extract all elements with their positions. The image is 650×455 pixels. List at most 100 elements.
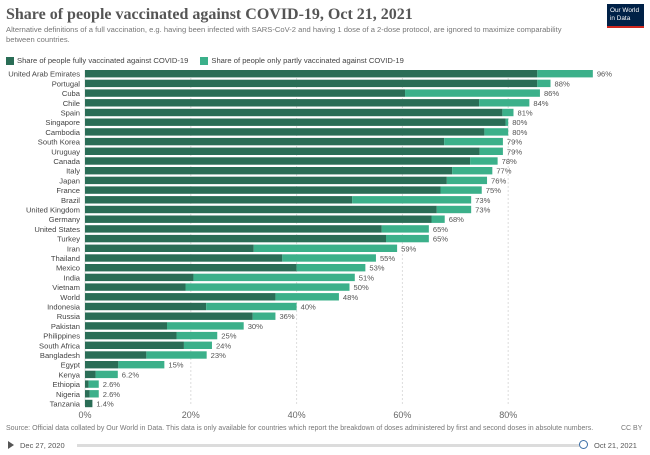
bar-fully-vaccinated[interactable] <box>85 137 445 146</box>
bar-partly-vaccinated[interactable] <box>166 322 244 330</box>
x-tick-label: 0% <box>78 410 91 420</box>
total-value-label: 15% <box>168 361 183 370</box>
bar-partly-vaccinated[interactable] <box>275 293 339 301</box>
total-value-label: 1.4% <box>96 400 114 409</box>
bar-fully-vaccinated[interactable] <box>85 79 538 88</box>
bar-partly-vaccinated[interactable] <box>193 273 355 282</box>
bar-partly-vaccinated[interactable] <box>95 370 118 379</box>
bar-partly-vaccinated[interactable] <box>440 186 482 194</box>
bar-partly-vaccinated[interactable] <box>185 283 350 291</box>
bar-fully-vaccinated[interactable] <box>85 380 89 388</box>
bar-fully-vaccinated[interactable] <box>85 254 283 262</box>
bar-fully-vaccinated[interactable] <box>85 99 480 107</box>
bar-partly-vaccinated[interactable] <box>176 331 218 340</box>
bar-partly-vaccinated[interactable] <box>206 302 297 311</box>
bar-partly-vaccinated[interactable] <box>505 118 509 126</box>
bar-fully-vaccinated[interactable] <box>85 312 253 320</box>
bar-fully-vaccinated[interactable] <box>85 225 382 233</box>
bar-fully-vaccinated[interactable] <box>85 264 297 272</box>
bar-fully-vaccinated[interactable] <box>85 157 471 165</box>
play-icon[interactable] <box>8 441 14 449</box>
bar-partly-vaccinated[interactable] <box>405 89 540 97</box>
bar-fully-vaccinated[interactable] <box>85 370 96 379</box>
bar-fully-vaccinated[interactable] <box>85 351 147 359</box>
total-value-label: 88% <box>555 79 570 88</box>
bar-fully-vaccinated[interactable] <box>85 399 93 408</box>
bar-fully-vaccinated[interactable] <box>85 147 480 155</box>
legend-item-full[interactable]: Share of people fully vaccinated against… <box>6 56 188 65</box>
license-link[interactable]: CC BY <box>621 425 643 432</box>
bar-fully-vaccinated[interactable] <box>85 70 538 78</box>
bar-partly-vaccinated[interactable] <box>88 380 99 388</box>
bar-fully-vaccinated[interactable] <box>85 215 432 223</box>
total-value-label: 6.2% <box>122 370 140 379</box>
total-value-label: 73% <box>475 196 490 205</box>
bar-partly-vaccinated[interactable] <box>296 264 366 272</box>
bar-partly-vaccinated[interactable] <box>282 254 376 262</box>
bar-fully-vaccinated[interactable] <box>85 293 276 301</box>
bar-partly-vaccinated[interactable] <box>502 108 514 117</box>
bar-fully-vaccinated[interactable] <box>85 186 441 194</box>
bar-partly-vaccinated[interactable] <box>431 215 445 223</box>
total-value-label: 96% <box>597 70 612 79</box>
bar-fully-vaccinated[interactable] <box>85 176 447 185</box>
bar-fully-vaccinated[interactable] <box>85 302 207 311</box>
timeline-handle[interactable] <box>579 440 588 449</box>
bar-fully-vaccinated[interactable] <box>85 273 194 282</box>
bar-partly-vaccinated[interactable] <box>446 176 488 185</box>
chart-subtitle: Alternative definitions of a full vaccin… <box>6 25 562 44</box>
bar-partly-vaccinated[interactable] <box>484 128 509 136</box>
country-label: Canada <box>53 157 80 166</box>
chart-legend: Share of people fully vaccinated against… <box>6 56 404 65</box>
bar-fully-vaccinated[interactable] <box>85 196 353 204</box>
bar-fully-vaccinated[interactable] <box>85 283 186 291</box>
bar-partly-vaccinated[interactable] <box>537 70 593 78</box>
bar-fully-vaccinated[interactable] <box>85 167 453 175</box>
bar-fully-vaccinated[interactable] <box>85 118 506 126</box>
country-label: Philippines <box>43 332 80 341</box>
bar-fully-vaccinated[interactable] <box>85 128 485 136</box>
total-value-label: 75% <box>486 186 501 195</box>
bar-fully-vaccinated[interactable] <box>85 361 119 369</box>
bar-fully-vaccinated[interactable] <box>85 234 387 243</box>
bar-fully-vaccinated[interactable] <box>85 331 177 340</box>
bar-partly-vaccinated[interactable] <box>479 99 530 107</box>
bar-fully-vaccinated[interactable] <box>85 341 184 349</box>
bar-partly-vaccinated[interactable] <box>89 390 99 398</box>
bar-partly-vaccinated[interactable] <box>436 205 472 214</box>
total-value-label: 24% <box>216 341 231 350</box>
bar-fully-vaccinated[interactable] <box>85 322 167 330</box>
bar-partly-vaccinated[interactable] <box>386 234 429 243</box>
logo-line-2: in Data <box>610 14 631 22</box>
country-label: United Kingdom <box>26 206 80 215</box>
bar-fully-vaccinated[interactable] <box>85 205 437 214</box>
bar-fully-vaccinated[interactable] <box>85 89 406 97</box>
source-note: Source: Official data collated by Our Wo… <box>6 425 594 432</box>
timeline-start-date: Dec 27, 2020 <box>20 441 65 450</box>
bar-partly-vaccinated[interactable] <box>118 361 165 369</box>
bar-partly-vaccinated[interactable] <box>146 351 207 359</box>
bar-partly-vaccinated[interactable] <box>183 341 212 349</box>
country-label: Italy <box>66 167 80 176</box>
bar-partly-vaccinated[interactable] <box>444 137 503 146</box>
bar-partly-vaccinated[interactable] <box>252 312 276 320</box>
timeline-track[interactable] <box>77 444 584 447</box>
bar-fully-vaccinated[interactable] <box>85 244 254 252</box>
bar-partly-vaccinated[interactable] <box>381 225 429 233</box>
legend-item-partial[interactable]: Share of people only partly vaccinated a… <box>200 56 404 65</box>
country-label: Kenya <box>58 370 80 379</box>
owid-logo[interactable]: Our World in Data <box>607 4 644 28</box>
bar-fully-vaccinated[interactable] <box>85 390 90 398</box>
bar-partly-vaccinated[interactable] <box>352 196 472 204</box>
total-value-label: 79% <box>507 138 522 147</box>
bar-partly-vaccinated[interactable] <box>452 167 493 175</box>
bar-partly-vaccinated[interactable] <box>470 157 498 165</box>
bar-partly-vaccinated[interactable] <box>537 79 551 88</box>
country-label: Germany <box>49 215 80 224</box>
country-label: Turkey <box>57 235 80 244</box>
bar-partly-vaccinated[interactable] <box>479 147 503 155</box>
bar-partly-vaccinated[interactable] <box>253 244 398 252</box>
country-label: Ethiopia <box>53 380 81 389</box>
bar-fully-vaccinated[interactable] <box>85 108 503 117</box>
country-label: Uruguay <box>51 147 80 156</box>
